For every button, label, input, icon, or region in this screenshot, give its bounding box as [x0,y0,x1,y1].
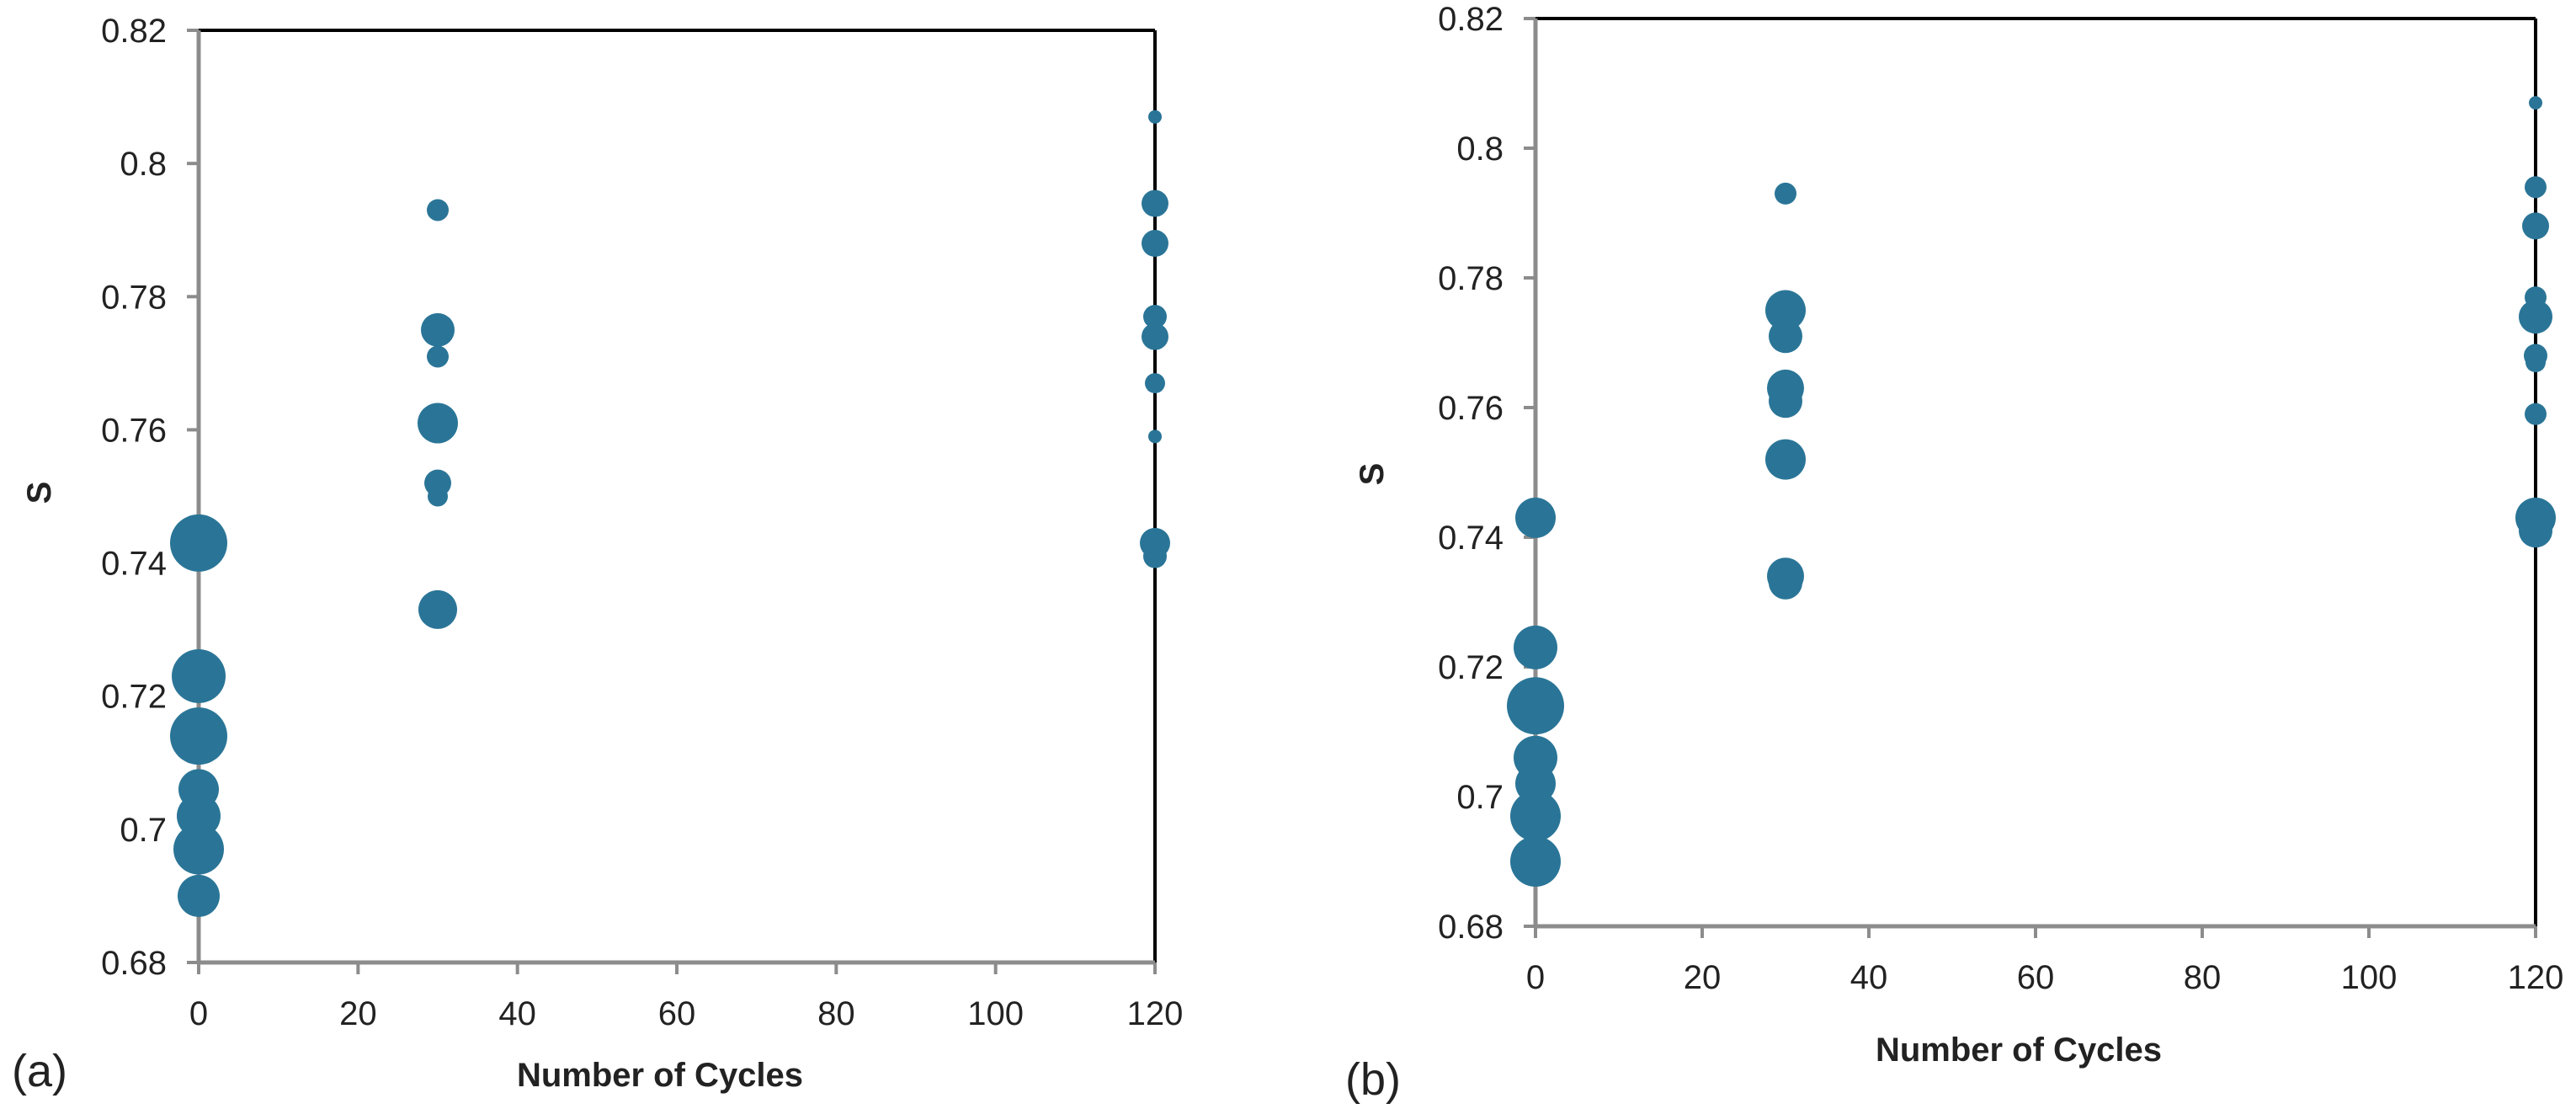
y-tick-label: 0.68 [101,945,167,982]
x-axis-title: Number of Cycles [517,1057,803,1094]
data-point [1143,305,1167,329]
data-point [170,514,227,572]
y-tick-label: 0.76 [101,412,167,449]
y-axis-title: S [1354,463,1391,486]
x-tick-label: 0 [1526,959,1545,996]
data-point [1507,677,1564,735]
x-tick-label: 40 [498,995,536,1032]
y-tick-label: 0.82 [101,13,167,50]
data-point [170,707,227,765]
data-point [427,345,449,368]
data-point [1775,182,1796,205]
x-tick-label: 100 [967,995,1024,1032]
data-point [418,589,457,629]
data-point [428,486,448,507]
y-tick-label: 0.74 [101,546,167,583]
y-tick-label: 0.8 [1456,131,1504,168]
data-point [2525,403,2547,425]
data-point [1769,319,1802,354]
data-point [1142,230,1168,258]
y-tick-label: 0.68 [1438,909,1504,946]
data-point [2522,212,2549,240]
chart-panel-a: 0.68 0.7 0.72 0.74 0.76 0.78 0.8 0.82 0 20 40 60 80 1… [12,13,1183,1096]
data-point [2519,300,2552,334]
data-point [1765,439,1806,480]
x-tick-label: 20 [339,995,377,1032]
data-point [1765,290,1806,331]
x-tick-label: 60 [658,995,696,1032]
data-point [173,824,224,875]
x-tick-label: 120 [2508,959,2564,996]
data-point [1769,384,1802,419]
data-point [421,312,455,347]
panel-label: (a) [12,1046,67,1096]
data-point [1148,109,1162,124]
data-point [1142,189,1168,217]
y-tick-label: 0.82 [1438,1,1504,38]
x-tick-label: 80 [2184,959,2222,996]
data-point [1510,791,1561,842]
x-tick-label: 40 [1850,959,1888,996]
data-point [1515,497,1556,538]
x-tick-label: 0 [189,995,208,1032]
data-point [172,648,226,703]
data-point [1510,836,1561,887]
y-tick-label: 0.7 [120,812,167,849]
data-point [1148,429,1162,444]
data-point [1769,565,1802,600]
data-point [178,874,220,917]
data-point [2525,352,2546,373]
x-axis-title: Number of Cycles [1876,1032,2162,1069]
x-tick-label: 120 [1127,995,1184,1032]
y-tick-label: 0.7 [1456,779,1504,816]
y-axis-title: S [21,482,58,504]
data-point [1143,544,1167,568]
data-point [1145,373,1165,394]
y-tick-label: 0.76 [1438,390,1504,427]
chart-panel-b: 0.68 0.7 0.72 0.74 0.76 0.78 0.8 0.82 0 20 40 60 80 1… [1345,1,2563,1105]
data-point [2529,96,2542,110]
y-tick-label: 0.72 [101,679,167,716]
panel-label: (b) [1345,1054,1401,1105]
x-tick-label: 60 [2017,959,2055,996]
data-point [418,403,458,444]
y-tick-label: 0.72 [1438,649,1504,686]
y-tick-label: 0.78 [1438,260,1504,297]
x-tick-label: 80 [817,995,855,1032]
data-point [2525,176,2547,199]
y-tick-label: 0.78 [101,279,167,316]
data-point [2519,514,2552,548]
data-point [1142,323,1168,350]
y-tick-label: 0.8 [120,146,167,183]
y-tick-label: 0.74 [1438,520,1504,557]
x-tick-label: 20 [1684,959,1722,996]
data-point [427,199,449,221]
x-tick-label: 100 [2341,959,2398,996]
data-point [1514,625,1557,669]
